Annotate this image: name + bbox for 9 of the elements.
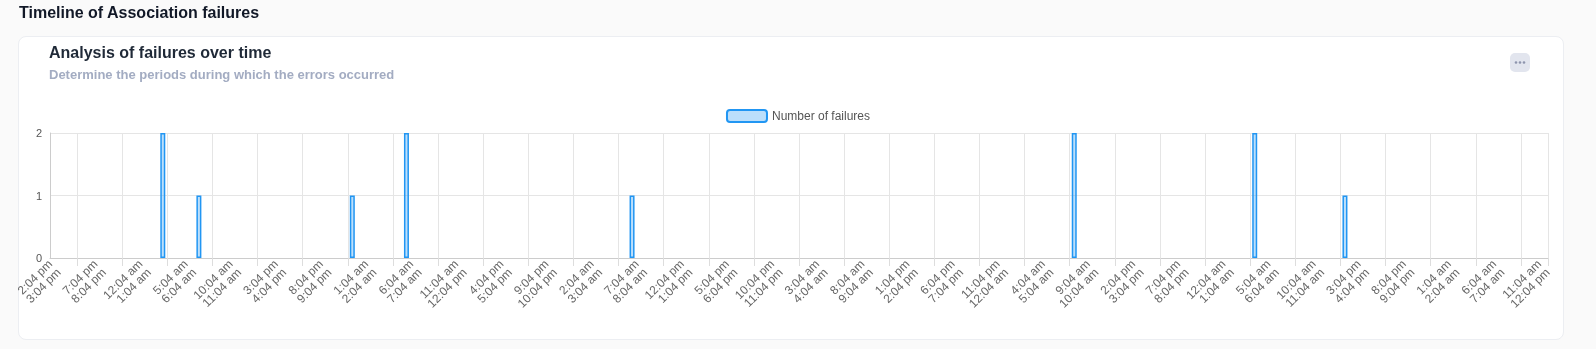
legend-label: Number of failures <box>771 109 871 123</box>
text: Timeline of Association failures <box>19 4 260 22</box>
y-tick-label: 1 <box>35 189 42 202</box>
chart-subtitle: Determine the periods during which the errors occurred <box>49 67 395 82</box>
x-tick-label: 8:04 pm 9:04 pm <box>1368 256 1418 306</box>
y-tick-label: 0 <box>35 252 42 264</box>
chart-title: Analysis of failures over time <box>49 44 272 62</box>
x-tick-label: 3:04 pm 4:04 pm <box>240 256 290 306</box>
y-tick-label: 2 <box>35 127 42 139</box>
